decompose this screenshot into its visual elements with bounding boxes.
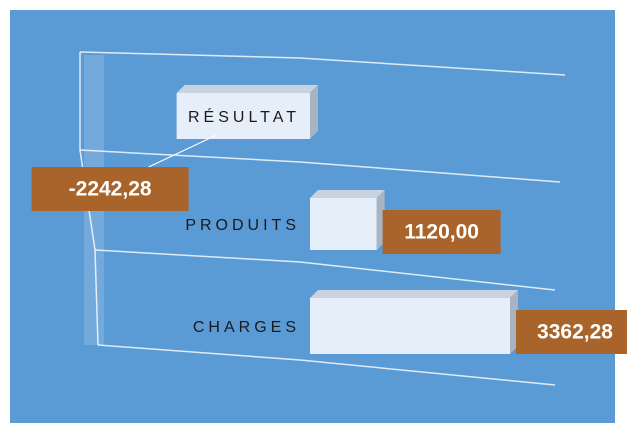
leader-line [148,134,217,168]
value-label: -2242,28 [69,178,152,201]
category-label: PRODUITS [185,217,300,234]
category-label: RÉSULTAT [188,107,300,126]
value-label-box [31,167,189,211]
category-label: CHARGES [193,319,300,336]
bar [176,93,310,139]
value-label-box [382,210,501,254]
bar [310,298,510,354]
bar-side [310,85,318,139]
bar-top [310,290,518,298]
grid-decor [79,51,566,76]
bar-top [310,190,385,198]
value-label: 1120,00 [404,221,479,244]
grid-decor [97,344,556,386]
bar [310,198,377,250]
value-label-box [516,310,627,354]
value-label: 3362,28 [537,321,613,344]
floor-lines [79,51,566,386]
bar-top [176,85,318,93]
grid-decor [94,249,556,291]
grid-decor [79,149,561,183]
